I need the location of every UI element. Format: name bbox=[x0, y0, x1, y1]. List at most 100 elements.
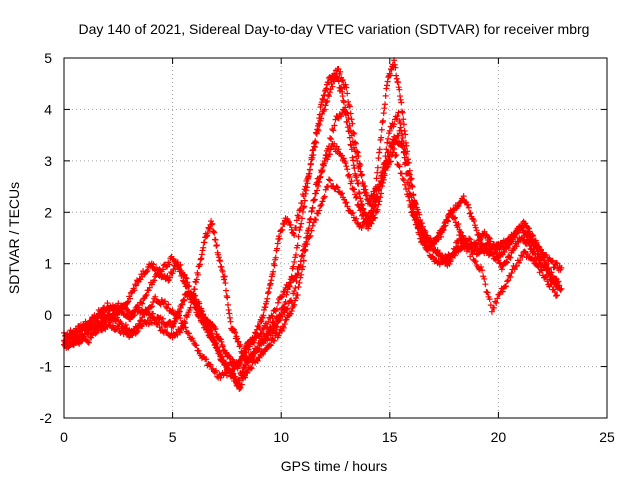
data-point bbox=[479, 267, 486, 274]
data-point bbox=[503, 283, 510, 290]
data-point bbox=[264, 331, 271, 338]
data-point bbox=[272, 254, 279, 261]
data-point bbox=[174, 259, 181, 266]
data-point bbox=[538, 267, 545, 274]
data-point bbox=[407, 204, 414, 211]
x-tick-label: 5 bbox=[169, 429, 177, 445]
data-point bbox=[464, 245, 471, 252]
data-point bbox=[504, 278, 511, 285]
data-point bbox=[276, 235, 283, 242]
data-point bbox=[408, 209, 415, 216]
data-point bbox=[300, 193, 307, 200]
data-point bbox=[410, 191, 417, 198]
data-point bbox=[189, 335, 196, 342]
data-point bbox=[401, 154, 408, 161]
data-point bbox=[343, 109, 350, 116]
data-point bbox=[292, 224, 299, 231]
data-point bbox=[400, 121, 407, 128]
data-point bbox=[172, 318, 179, 325]
data-point bbox=[198, 305, 205, 312]
data-point bbox=[545, 265, 552, 272]
data-point bbox=[244, 369, 251, 376]
data-point bbox=[407, 176, 414, 183]
data-point bbox=[281, 309, 288, 316]
data-point bbox=[195, 271, 202, 278]
data-point bbox=[267, 280, 274, 287]
data-point bbox=[357, 168, 364, 175]
data-point bbox=[212, 325, 219, 332]
data-point bbox=[408, 182, 415, 189]
data-point bbox=[414, 206, 421, 213]
data-point bbox=[408, 175, 415, 182]
data-point bbox=[134, 323, 141, 330]
data-point bbox=[451, 215, 458, 222]
data-point bbox=[409, 208, 416, 215]
data-point bbox=[486, 296, 493, 303]
data-point bbox=[295, 283, 302, 290]
data-point bbox=[237, 384, 244, 391]
data-point bbox=[446, 261, 453, 268]
data-point bbox=[534, 248, 541, 255]
data-point bbox=[454, 203, 461, 210]
data-point bbox=[380, 117, 387, 124]
data-point bbox=[503, 258, 510, 265]
data-point bbox=[137, 318, 144, 325]
data-point bbox=[352, 148, 359, 155]
data-point bbox=[339, 77, 346, 84]
data-point bbox=[180, 296, 187, 303]
data-point bbox=[189, 295, 196, 302]
data-point bbox=[466, 235, 473, 242]
data-point bbox=[184, 311, 191, 318]
data-point bbox=[382, 101, 389, 108]
data-point bbox=[184, 279, 191, 286]
data-point bbox=[319, 110, 326, 117]
data-point bbox=[549, 274, 556, 281]
data-point bbox=[285, 282, 292, 289]
data-point bbox=[551, 264, 558, 271]
data-point bbox=[213, 242, 220, 249]
data-point bbox=[267, 342, 274, 349]
data-point bbox=[223, 287, 230, 294]
data-point bbox=[215, 254, 222, 261]
data-point bbox=[322, 88, 329, 95]
data-point bbox=[310, 197, 317, 204]
data-point bbox=[505, 245, 512, 252]
data-point bbox=[371, 191, 378, 198]
data-point bbox=[112, 326, 119, 333]
data-point bbox=[325, 143, 332, 150]
data-point bbox=[344, 110, 351, 117]
data-point bbox=[410, 212, 417, 219]
data-point bbox=[325, 79, 332, 86]
data-point bbox=[392, 64, 399, 71]
data-point bbox=[444, 217, 451, 224]
data-point bbox=[224, 301, 231, 308]
data-point bbox=[395, 109, 402, 116]
data-point bbox=[224, 294, 231, 301]
data-point bbox=[151, 277, 158, 284]
data-point bbox=[451, 246, 458, 253]
data-point bbox=[249, 338, 256, 345]
data-point bbox=[388, 139, 395, 146]
data-point bbox=[248, 365, 255, 372]
data-point bbox=[381, 170, 388, 177]
data-point bbox=[402, 181, 409, 188]
axis-ticks: 0 5 10 15 20 25 -2 -1 0 1 2 3 4 5 bbox=[40, 50, 615, 445]
data-point bbox=[266, 285, 273, 292]
data-point bbox=[286, 283, 293, 290]
data-point bbox=[378, 126, 385, 133]
data-point bbox=[143, 291, 150, 298]
data-point bbox=[346, 103, 353, 110]
data-point bbox=[298, 253, 305, 260]
data-point bbox=[271, 337, 278, 344]
data-point bbox=[169, 270, 176, 277]
data-point bbox=[319, 167, 326, 174]
data-point bbox=[548, 281, 555, 288]
data-point bbox=[142, 293, 149, 300]
data-point bbox=[349, 138, 356, 145]
data-point bbox=[496, 259, 503, 266]
data-point bbox=[292, 295, 299, 302]
data-point bbox=[511, 266, 518, 273]
data-point bbox=[517, 257, 524, 264]
data-point bbox=[430, 241, 437, 248]
data-point bbox=[375, 201, 382, 208]
